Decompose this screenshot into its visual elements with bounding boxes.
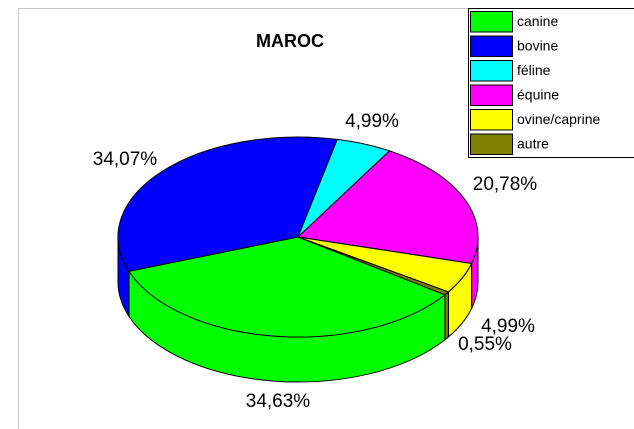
pie-slice (117, 136, 338, 272)
legend-box (468, 8, 634, 158)
pie-slice (297, 236, 450, 296)
data-label: 34,63% (246, 391, 311, 412)
chart-title: MAROC (256, 31, 324, 51)
legend-label: bovine (517, 37, 558, 53)
data-label: 4,99% (345, 111, 399, 132)
data-label: 34,07% (93, 149, 158, 170)
pie-slice (128, 236, 446, 338)
data-label: 0,55% (458, 334, 512, 355)
legend-label: ovine/caprine (517, 111, 600, 127)
legend-label: autre (517, 135, 549, 151)
legend-label: féline (517, 62, 551, 78)
legend-swatch (470, 84, 513, 106)
pie-side (444, 290, 449, 341)
legend-label: canine (517, 13, 558, 29)
legend-swatch (470, 35, 513, 57)
legend-label: équine (517, 86, 559, 102)
data-label: 4,99% (481, 316, 535, 337)
legend-swatch (470, 109, 513, 131)
data-label: 20,78% (473, 174, 538, 195)
legend-swatch (470, 60, 513, 82)
legend-swatch (470, 11, 513, 33)
legend-swatch (470, 133, 513, 155)
pie-slice (296, 150, 479, 265)
